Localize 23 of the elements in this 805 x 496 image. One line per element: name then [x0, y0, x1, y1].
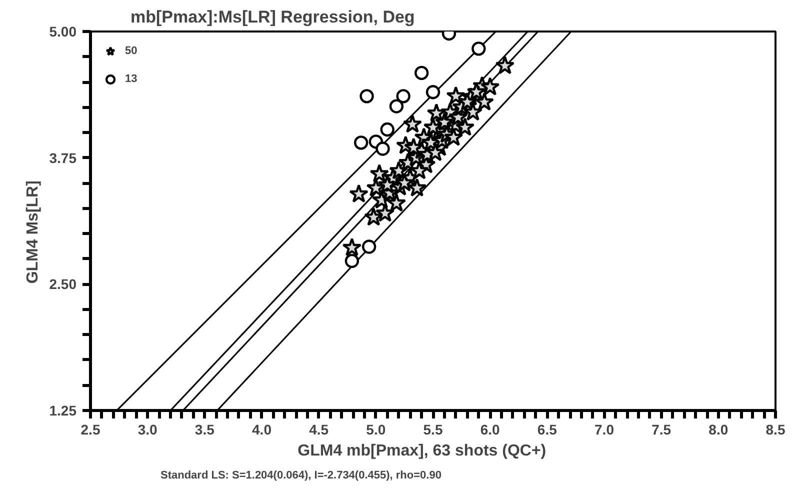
x-tick-label: 3.5	[194, 422, 215, 438]
y-tick-label: 5.00	[49, 24, 77, 40]
text: Standard LS: S=1.204(0.064), I=-2.734(0.455), rho=0.90	[160, 470, 442, 482]
x-tick-label: 8.5	[766, 422, 786, 438]
x-tick-label: 7.0	[594, 422, 614, 438]
y-axis-title: GLM4 Ms[LR]	[24, 180, 42, 284]
x-tick-label: 5.5	[423, 422, 443, 438]
x-tick-label: 6.5	[537, 422, 558, 438]
x-tick-label: 7.5	[652, 422, 672, 438]
legend-label: 13	[125, 73, 138, 85]
x-tick-label: 6.0	[480, 422, 500, 438]
x-tick-label: 4.5	[309, 422, 329, 438]
chart-title: mb[Pmax]:Ms[LR] Regression, Deg	[130, 8, 415, 26]
legend-label: 50	[125, 45, 138, 57]
y-tick-label: 2.50	[49, 276, 77, 292]
y-tick-label: 3.75	[49, 150, 77, 166]
x-tick-label: 8.0	[708, 422, 728, 438]
x-tick-label: 4.0	[252, 422, 272, 438]
x-tick-label: 2.5	[80, 422, 100, 438]
x-tick-label: 3.0	[138, 422, 158, 438]
x-tick-label: 5.0	[366, 422, 386, 438]
x-axis-title: GLM4 mb[Pmax], 63 shots (QC+)	[298, 442, 546, 460]
y-tick-label: 1.25	[49, 402, 77, 418]
